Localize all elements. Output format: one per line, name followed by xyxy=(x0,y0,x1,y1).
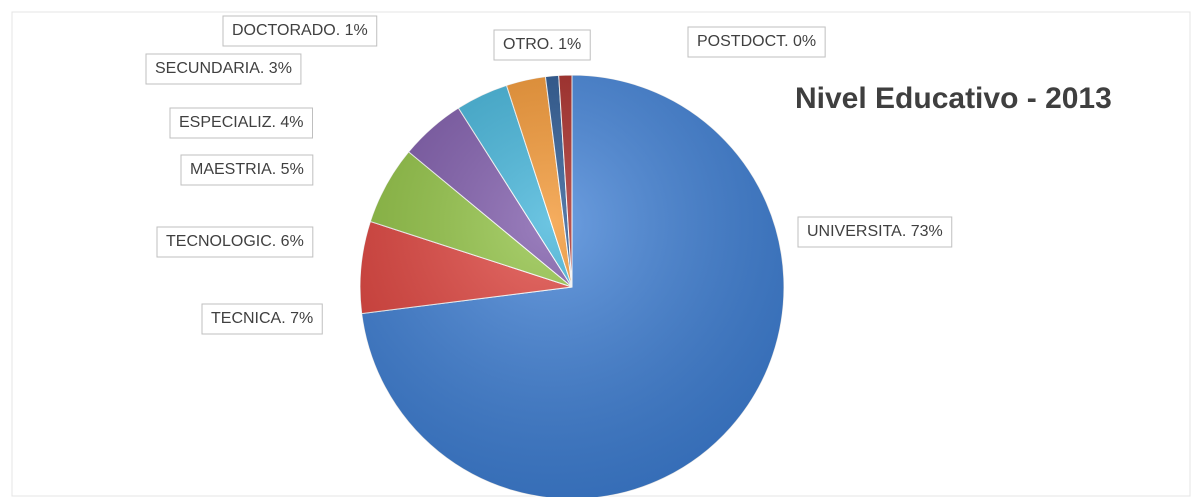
data-label: MAESTRIA. 5% xyxy=(190,161,304,178)
data-label: POSTDOCT. 0% xyxy=(697,33,816,50)
data-label-box xyxy=(156,226,314,258)
data-label-box xyxy=(222,15,378,47)
data-label: UNIVERSITA. 73% xyxy=(807,223,943,240)
data-label-box xyxy=(687,26,826,58)
data-label: SECUNDARIA. 3% xyxy=(155,60,292,77)
data-label-box xyxy=(169,107,313,139)
data-label: DOCTORADO. 1% xyxy=(232,22,368,39)
data-label: ESPECIALIZ. 4% xyxy=(179,114,304,131)
data-label: TECNICA. 7% xyxy=(211,310,313,327)
data-label: TECNOLOGIC. 6% xyxy=(166,233,304,250)
data-label-box xyxy=(797,216,953,248)
data-label-box xyxy=(180,154,314,186)
data-label-box xyxy=(145,53,302,85)
data-label-box xyxy=(201,303,323,335)
chart-title: Nivel Educativo - 2013 xyxy=(795,82,1112,115)
data-label: OTRO. 1% xyxy=(503,36,581,53)
data-label-box xyxy=(493,29,591,61)
